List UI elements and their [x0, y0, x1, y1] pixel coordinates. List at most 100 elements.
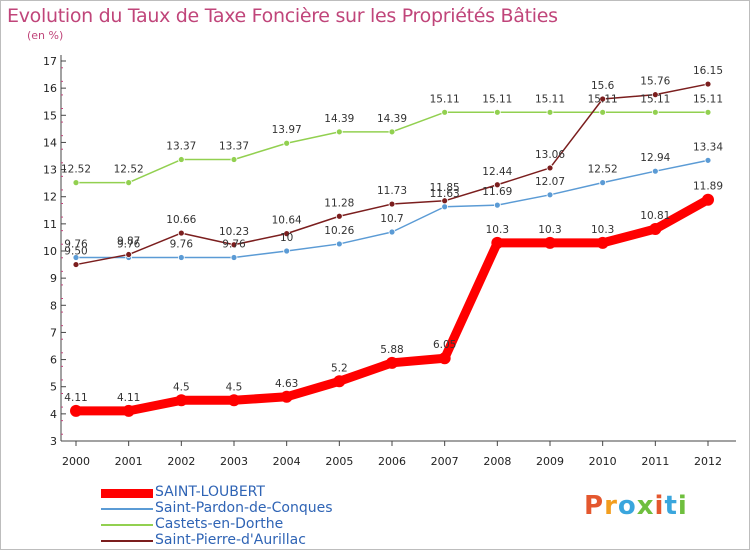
data-label: 15.76: [640, 76, 670, 88]
data-point: [704, 80, 712, 88]
data-label: 10.3: [591, 224, 614, 236]
data-label: 10: [280, 232, 293, 244]
data-point: [125, 251, 133, 258]
data-label: 15.11: [693, 93, 723, 105]
x-tick-label: 2002: [167, 455, 195, 468]
data-label: 4.63: [275, 378, 298, 390]
legend-label: Saint-Pierre-d'Aurillac: [155, 532, 306, 548]
data-point: [177, 229, 185, 237]
data-label: 9.76: [64, 239, 88, 251]
x-tick-label: 2001: [115, 455, 143, 468]
data-point: [335, 212, 343, 220]
data-point: [651, 167, 659, 175]
data-label: 10.66: [166, 214, 196, 226]
data-label: 12.52: [61, 164, 91, 176]
data-label: 11.85: [430, 182, 460, 194]
y-tick-label: 8: [50, 299, 57, 312]
data-label: 10.23: [219, 226, 249, 238]
data-point: [125, 179, 133, 187]
data-label: 9.76: [170, 239, 194, 251]
legend-label: Castets-en-Dorthe: [155, 516, 284, 532]
data-point: [386, 356, 398, 369]
legend-swatch: [101, 524, 153, 526]
y-tick-label: 9: [50, 272, 57, 285]
data-point: [651, 108, 659, 116]
axes: [60, 55, 736, 446]
legend-swatch: [101, 540, 153, 542]
chart-title: Evolution du Taux de Taxe Foncière sur l…: [7, 5, 558, 27]
data-label: 5.2: [331, 362, 348, 374]
data-point: [493, 201, 501, 209]
data-point: [228, 394, 240, 407]
logo-letter: t: [664, 491, 678, 521]
data-label: 13.37: [166, 141, 196, 153]
legend-swatch: [101, 508, 153, 510]
data-label: 16.15: [693, 65, 723, 77]
data-point: [441, 203, 449, 211]
y-tick-label: 7: [50, 326, 57, 339]
data-label: 4.5: [226, 381, 243, 393]
data-point: [491, 236, 504, 249]
x-tick-label: 2012: [694, 455, 722, 468]
x-tick-label: 2005: [325, 455, 353, 468]
y-tick-label: 14: [43, 136, 57, 149]
data-label: 15.11: [535, 93, 565, 105]
logo-letter: i: [677, 491, 688, 521]
x-tick-label: 2003: [220, 455, 248, 468]
data-point: [283, 230, 291, 238]
data-label: 11.89: [693, 181, 723, 193]
data-point: [230, 156, 238, 163]
data-label: 9.87: [117, 236, 140, 248]
x-tick-label: 2008: [483, 455, 511, 468]
data-point: [441, 197, 449, 205]
data-label: 9.76: [222, 239, 246, 251]
legend-label: Saint-Pardon-de-Conques: [155, 500, 333, 516]
data-point: [493, 108, 501, 116]
data-label: 4.5: [173, 381, 190, 393]
data-point: [438, 352, 451, 365]
x-tick-label: 2006: [378, 455, 406, 468]
y-tick-label: 5: [50, 381, 57, 394]
data-label: 14.39: [377, 113, 407, 125]
data-label: 10.81: [640, 210, 670, 222]
data-point: [335, 240, 343, 248]
data-label: 15.11: [430, 93, 460, 105]
data-label: 9.50: [64, 246, 87, 258]
data-point: [596, 236, 609, 249]
data-point: [72, 254, 80, 261]
data-point: [283, 247, 291, 255]
data-label: 10.26: [324, 225, 354, 237]
y-tick-label: 11: [43, 218, 57, 231]
data-label: 12.44: [482, 166, 512, 178]
data-point: [388, 228, 396, 236]
data-label: 12.52: [588, 164, 618, 176]
data-label: 4.11: [64, 392, 87, 404]
data-point: [122, 404, 135, 417]
data-label: 13.06: [535, 149, 565, 161]
data-point: [70, 404, 82, 417]
data-point: [651, 91, 659, 99]
data-label: 12.94: [640, 152, 670, 164]
data-point: [546, 108, 554, 116]
x-tick-label: 2011: [641, 455, 669, 468]
data-label: 12.52: [114, 164, 144, 176]
logo-letter: P: [584, 491, 605, 521]
y-tick-label: 15: [43, 109, 57, 122]
data-label: 15.11: [482, 93, 512, 105]
legend-swatch: [101, 488, 153, 498]
data-label: 12.07: [535, 176, 565, 188]
data-label: 4.11: [117, 392, 140, 404]
data-label: 13.37: [219, 141, 249, 153]
data-point: [230, 241, 238, 249]
logo-letter: r: [604, 491, 618, 521]
x-tick-label: 2004: [273, 455, 301, 468]
data-label: 9.76: [117, 239, 141, 251]
data-point: [175, 394, 188, 407]
data-point: [702, 193, 714, 206]
proxiti-logo: Proxiti: [584, 491, 688, 521]
data-point: [704, 156, 712, 164]
data-label: 11.69: [482, 186, 512, 198]
data-point: [72, 261, 80, 268]
data-point: [177, 254, 185, 261]
logo-letter: i: [654, 491, 665, 521]
